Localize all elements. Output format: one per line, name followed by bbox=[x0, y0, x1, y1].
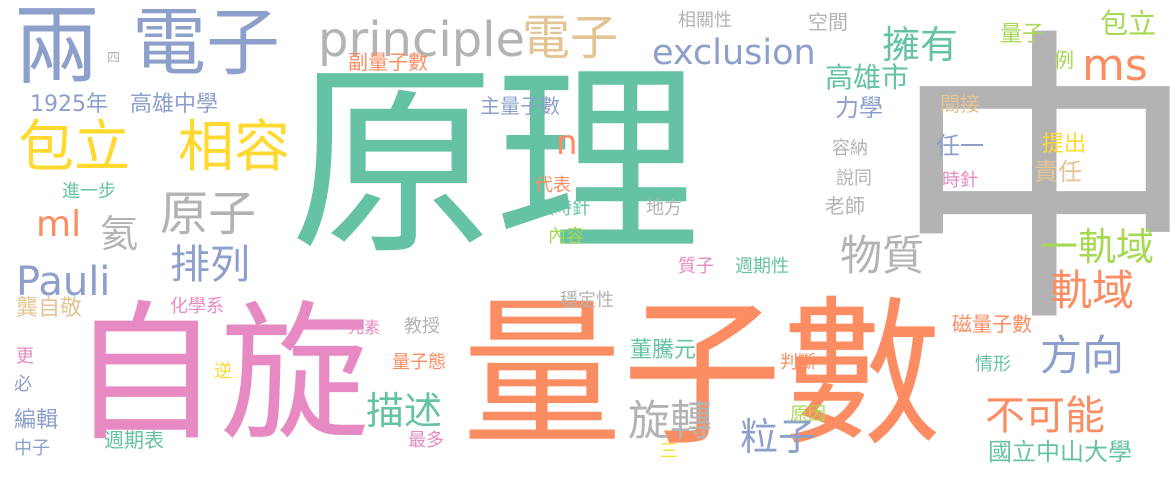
word-exclusion: exclusion bbox=[652, 33, 816, 73]
word-w44: 責任 bbox=[1034, 158, 1082, 186]
word-n: n bbox=[556, 123, 578, 163]
word-w47: 進一步 bbox=[62, 181, 116, 202]
word-w6: 電子 bbox=[522, 10, 619, 66]
word-w25: 排列 bbox=[170, 242, 250, 288]
word-w12: 高雄市 bbox=[825, 61, 910, 94]
word-w34: 副量子數 bbox=[348, 50, 428, 74]
word-w27: 氦 bbox=[100, 212, 139, 256]
word-w58: 教授 bbox=[404, 316, 440, 337]
word-w33: 例 bbox=[1054, 48, 1074, 72]
word-pauli: Pauli bbox=[16, 259, 111, 305]
word-w71: 最多 bbox=[408, 430, 444, 451]
word-w48: 代表 bbox=[535, 175, 571, 196]
word-w13: 包立 bbox=[18, 115, 130, 180]
word-w15: 原子 bbox=[160, 186, 257, 242]
word-w63: 判斷 bbox=[780, 352, 816, 373]
word-w4: 電子 bbox=[132, 0, 280, 86]
word-w36: 1925年 bbox=[30, 92, 108, 117]
word-w49: 順時針 bbox=[536, 198, 590, 219]
word-w21: 旋轉 bbox=[628, 396, 713, 445]
word-w37: 高雄中學 bbox=[130, 92, 219, 117]
word-w19: 方向 bbox=[1040, 331, 1125, 380]
word-w40: 容納 bbox=[832, 138, 868, 159]
word-w51: 地方 bbox=[646, 198, 682, 219]
word-principle-zh: 原理 bbox=[290, 45, 700, 283]
word-w35: 主量子數 bbox=[480, 94, 560, 118]
word-w50: 內容 bbox=[548, 226, 584, 247]
word-w41: 說同 bbox=[836, 168, 872, 189]
word-w42: 任一 bbox=[936, 132, 984, 160]
word-w43: 提出 bbox=[1042, 132, 1087, 157]
word-w70: 原因 bbox=[790, 404, 826, 425]
word-w31: 空間 bbox=[808, 10, 848, 34]
word-w17: 一軌域 bbox=[1040, 225, 1155, 269]
word-quantum-number: 量子數 bbox=[462, 281, 943, 468]
word-w62: 量子態 bbox=[392, 352, 446, 373]
word-w30: 相關性 bbox=[678, 10, 732, 31]
word-spin: 自旋 bbox=[70, 288, 371, 462]
word-w16: 物質 bbox=[840, 231, 925, 280]
word-w32: 量子 bbox=[1000, 22, 1045, 47]
word-w53: 週期性 bbox=[735, 256, 789, 277]
word-ml: ml bbox=[36, 204, 82, 245]
word-w65: 磁量子數 bbox=[952, 312, 1032, 336]
word-zhong: 中 bbox=[890, 4, 1175, 365]
word-w69: 週期表 bbox=[104, 428, 164, 452]
word-w64: 情形 bbox=[975, 354, 1011, 375]
word-w59: 董騰元 bbox=[630, 338, 697, 363]
word-w22: 粒子 bbox=[740, 415, 817, 459]
word-w68: 中子 bbox=[14, 438, 50, 459]
word-w23: 描述 bbox=[366, 389, 443, 433]
word-w20: 不可能 bbox=[985, 393, 1105, 439]
word-w55: 化學系 bbox=[170, 296, 224, 317]
word-w11: 包立 bbox=[1100, 7, 1157, 40]
word-w46: 老師 bbox=[825, 194, 865, 218]
word-w14: 相容 bbox=[178, 115, 290, 180]
word-w52: 質子 bbox=[678, 256, 714, 277]
word-w66: 必 bbox=[14, 374, 32, 395]
word-w72: 三 bbox=[660, 441, 678, 462]
word-w45: 時針 bbox=[942, 170, 978, 191]
word-w61: 逆 bbox=[214, 361, 232, 382]
word-w18: 軌域 bbox=[1050, 266, 1135, 315]
word-w54: 穩定性 bbox=[560, 290, 614, 311]
word-w56: 龔自敬 bbox=[16, 296, 83, 321]
word-ms: ms bbox=[1082, 40, 1148, 91]
word-w29: 力學 bbox=[835, 94, 883, 122]
word-w38: 四 bbox=[107, 51, 121, 66]
word-principle: principle bbox=[318, 12, 526, 68]
word-w39: 間接 bbox=[940, 92, 980, 116]
word-w57: 元素 bbox=[348, 318, 381, 337]
word-w60: 更 bbox=[16, 346, 34, 367]
word-w9: 擁有 bbox=[882, 23, 959, 67]
word-w67: 編輯 bbox=[14, 408, 59, 433]
word-w5: 兩 bbox=[14, 0, 100, 97]
word-w73: 國立中山大學 bbox=[988, 438, 1132, 466]
